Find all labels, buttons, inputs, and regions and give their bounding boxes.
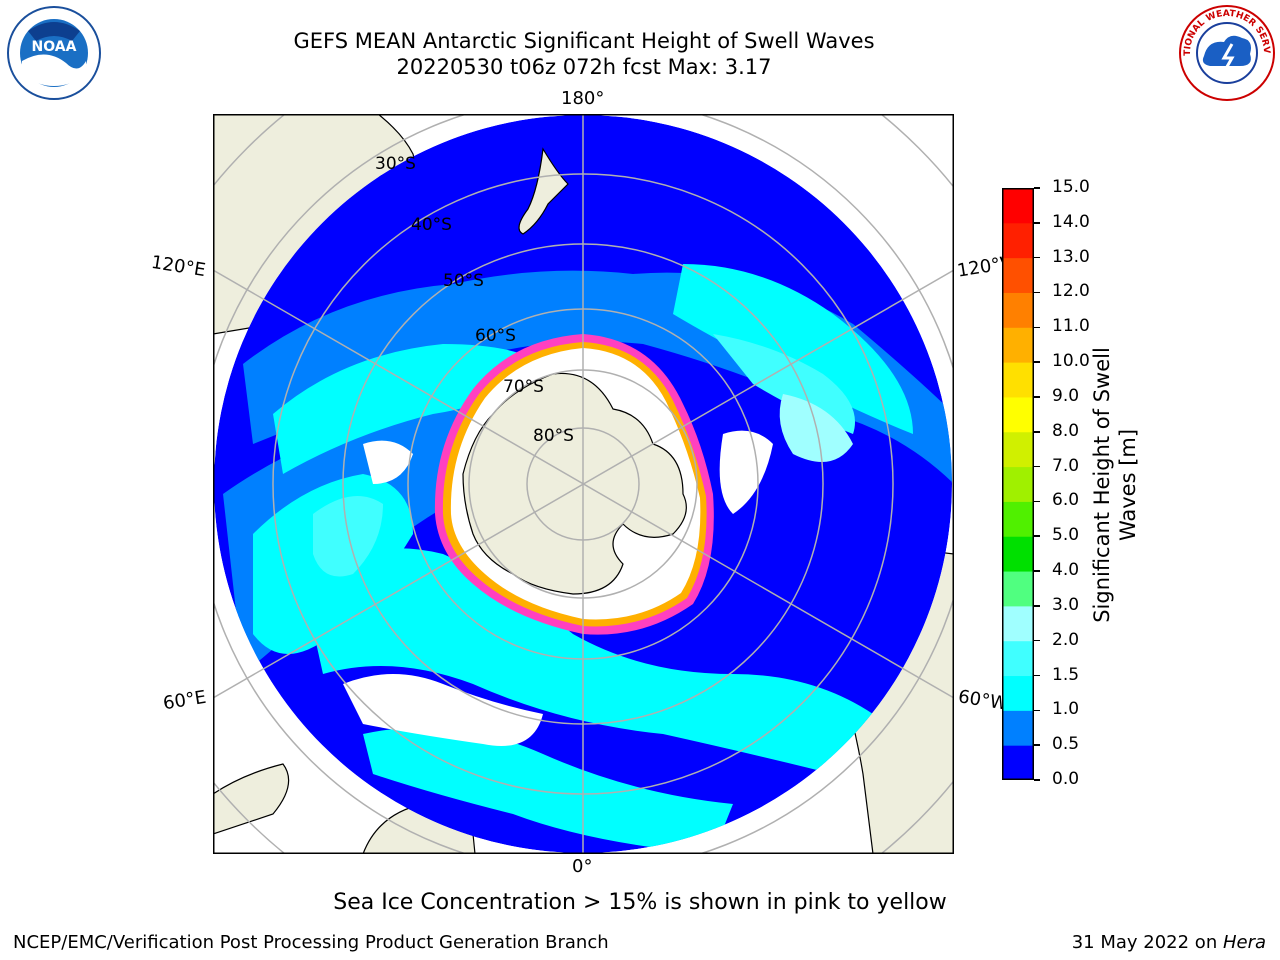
lon-label-120e: 120°E [149,251,208,282]
colorbar-tick-mark [1034,431,1040,433]
colorbar-tick-label: 12.0 [1052,281,1090,302]
colorbar-tick-mark [1034,535,1040,537]
lat-label-70: 70°S [503,377,544,397]
colorbar-tick-label: 0.0 [1052,769,1080,789]
colorbar-tick-label: 6.0 [1052,490,1080,511]
colorbar-tick-label: 3.0 [1052,594,1080,615]
swell-band-1_0-1_5 [303,548,873,774]
colorbar-tick-mark [1034,187,1040,189]
colorbar-segment [1002,257,1034,293]
colorbar-segment [1002,466,1034,502]
lat-label-50: 50°S [443,271,484,291]
colorbar-segment [1002,710,1034,746]
lon-label-60e: 60°E [161,686,208,715]
colorbar-tick-label: 4.0 [1052,560,1080,581]
polar-map-svg: 30°S 40°S 50°S 60°S 70°S 80°S [213,114,954,854]
swell-band-1_0-1_5 [273,344,543,474]
colorbar-tick-mark [1034,326,1040,329]
colorbar-tick-label: 0.5 [1052,734,1080,755]
colorbar-segment [1002,222,1034,259]
colorbar-segment [1002,327,1034,363]
colorbar-tick-label: 10.0 [1052,351,1090,372]
colorbar-segment [1002,396,1034,433]
colorbar-tick-mark [1034,396,1040,398]
colorbar-tick-mark [1034,779,1040,781]
colorbar-tick-label: 7.0 [1052,455,1080,476]
colorbar-tick-label: 11.0 [1052,316,1090,337]
colorbar-tick-mark [1034,500,1040,503]
colorbar-segment [1002,536,1034,572]
colorbar-tick-mark [1034,291,1040,294]
colorbar-tick-mark [1034,709,1040,712]
colorbar-segment [1002,188,1034,224]
colorbar-segment [1002,362,1034,398]
map-frame [213,114,954,854]
colorbar-tick-label: 14.0 [1052,211,1090,232]
colorbar-segment [1002,675,1034,711]
no-swell-area [719,430,773,514]
colorbar-segment [1002,605,1034,642]
colorbar-tick-mark [1034,570,1040,572]
colorbar-segment [1002,501,1034,537]
colorbar-tick-label: 9.0 [1052,385,1080,406]
swell-band-1_0-1_5 [363,727,733,853]
lat-label-40: 40°S [411,215,452,235]
colorbar-tick-label: 8.0 [1052,420,1080,441]
colorbar-segment [1002,745,1034,780]
colorbar-tick-mark [1034,361,1040,363]
colorbar-segment [1002,292,1034,328]
no-swell-area [343,674,543,746]
colorbar-tick-label: 13.0 [1052,246,1090,267]
colorbar-segment [1002,640,1034,677]
colorbar-segment [1002,431,1034,468]
colorbar-tick-mark [1034,222,1040,224]
polar-map: 30°S 40°S 50°S 60°S 70°S 80°S [213,114,954,854]
colorbar-tick-mark [1034,639,1040,642]
graticule [213,114,954,854]
lon-label-180: 180° [561,88,605,109]
map-subtitle: 20220530 t06z 072h fcst Max: 3.17 [396,55,772,79]
lat-label-30: 30°S [375,154,416,174]
new-zealand-land [518,147,569,235]
no-swell-area [363,440,413,484]
colorbar-tick-label: 2.0 [1052,629,1080,650]
colorbar-tick-label: 1.0 [1052,699,1080,720]
noaa-logo-text: NOAA [32,39,77,55]
colorbar [1002,188,1034,780]
map-title: GEFS MEAN Antarctic Significant Height o… [293,29,875,53]
colorbar-segment [1002,571,1034,607]
colorbar-tick-mark [1034,465,1040,468]
sea-ice-note: Sea Ice Concentration > 15% is shown in … [333,890,947,915]
colorbar-tick-mark [1034,674,1040,677]
lon-label-0: 0° [572,856,593,877]
colorbar-tick-label: 1.5 [1052,664,1080,685]
footer-host: Hera [1222,932,1266,953]
lat-label-60: 60°S [475,326,516,346]
footer-credit: NCEP/EMC/Verification Post Processing Pr… [13,932,609,953]
colorbar-tick-mark [1034,605,1040,607]
colorbar-tick-label: 15.0 [1052,177,1090,197]
footer-date-text: 31 May 2022 on [1071,932,1223,953]
madagascar-land [213,763,290,835]
lat-label-80: 80°S [533,426,574,446]
noaa-logo: NOAA [7,6,101,100]
swell-band-1_0-1_5 [673,264,913,434]
footer-date: 31 May 2022 on Hera [1072,932,1266,953]
nws-logo: NATIONAL WEATHER SERVICE [1178,4,1275,101]
colorbar-tick-mark [1034,256,1040,259]
colorbar-label: Significant Height of Swell Waves [m] [1090,347,1140,623]
colorbar-tick-mark [1034,744,1040,746]
colorbar-tick-label: 5.0 [1052,525,1080,546]
